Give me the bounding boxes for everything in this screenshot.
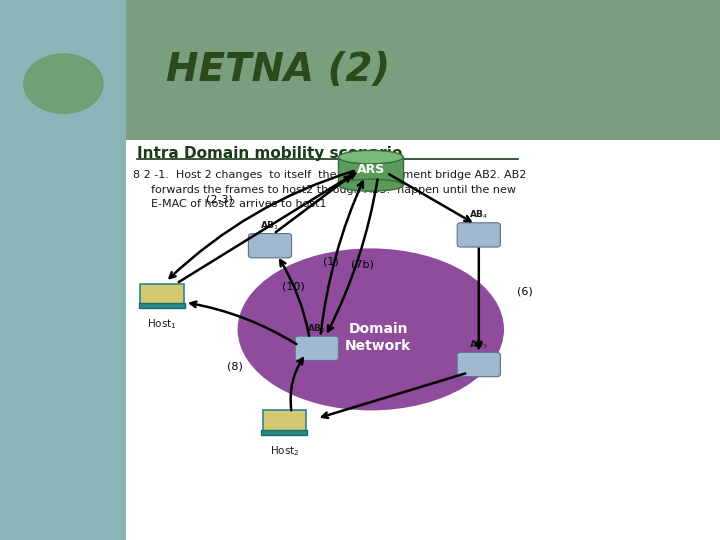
FancyArrowPatch shape — [280, 260, 309, 336]
Text: E-MAC of host2 arrives to host1: E-MAC of host2 arrives to host1 — [151, 199, 327, 209]
FancyBboxPatch shape — [140, 284, 184, 306]
Text: (2-3): (2-3) — [206, 194, 233, 205]
FancyBboxPatch shape — [261, 430, 307, 435]
Text: 8 2 -1.  Host 2 changes  to itself  the new attachment bridge AB2. AB2: 8 2 -1. Host 2 changes to itself the new… — [133, 171, 526, 180]
FancyBboxPatch shape — [457, 353, 500, 377]
Text: (7b): (7b) — [351, 259, 374, 269]
FancyBboxPatch shape — [338, 157, 403, 185]
Text: Intra Domain mobility scenario: Intra Domain mobility scenario — [137, 146, 402, 161]
FancyBboxPatch shape — [126, 0, 720, 140]
FancyArrowPatch shape — [170, 171, 354, 278]
Text: (10): (10) — [282, 282, 305, 292]
Text: (1): (1) — [323, 256, 338, 267]
FancyArrowPatch shape — [389, 174, 470, 221]
Text: (6): (6) — [517, 286, 533, 296]
FancyBboxPatch shape — [457, 222, 500, 247]
FancyBboxPatch shape — [295, 336, 338, 361]
Ellipse shape — [338, 179, 403, 191]
Text: Host$_1$: Host$_1$ — [147, 318, 177, 332]
Text: ARS: ARS — [356, 163, 385, 176]
Text: (8): (8) — [227, 362, 243, 372]
Text: forwards the frames to host2 through AB3.  happen until the new: forwards the frames to host2 through AB3… — [151, 185, 516, 195]
FancyBboxPatch shape — [263, 410, 306, 433]
FancyBboxPatch shape — [126, 140, 720, 540]
Ellipse shape — [338, 151, 403, 164]
Text: HETNA (2): HETNA (2) — [166, 51, 390, 89]
Text: AB$_1$: AB$_1$ — [261, 220, 279, 232]
FancyArrowPatch shape — [328, 179, 377, 332]
Text: Domain
Network: Domain Network — [345, 322, 411, 353]
Text: AB$_4$: AB$_4$ — [469, 209, 489, 221]
FancyArrowPatch shape — [179, 173, 355, 282]
Text: Host$_2$: Host$_2$ — [269, 444, 300, 458]
Ellipse shape — [238, 248, 504, 410]
FancyBboxPatch shape — [139, 303, 185, 308]
FancyBboxPatch shape — [0, 0, 126, 540]
FancyArrowPatch shape — [191, 301, 297, 344]
FancyArrowPatch shape — [291, 359, 303, 410]
Text: AB$_2$: AB$_2$ — [307, 322, 326, 335]
FancyArrowPatch shape — [476, 248, 482, 348]
Circle shape — [24, 54, 103, 113]
Text: AB$_3$: AB$_3$ — [469, 339, 488, 351]
FancyArrowPatch shape — [320, 181, 363, 334]
FancyArrowPatch shape — [276, 176, 351, 232]
FancyArrowPatch shape — [322, 373, 465, 418]
FancyBboxPatch shape — [248, 233, 292, 258]
